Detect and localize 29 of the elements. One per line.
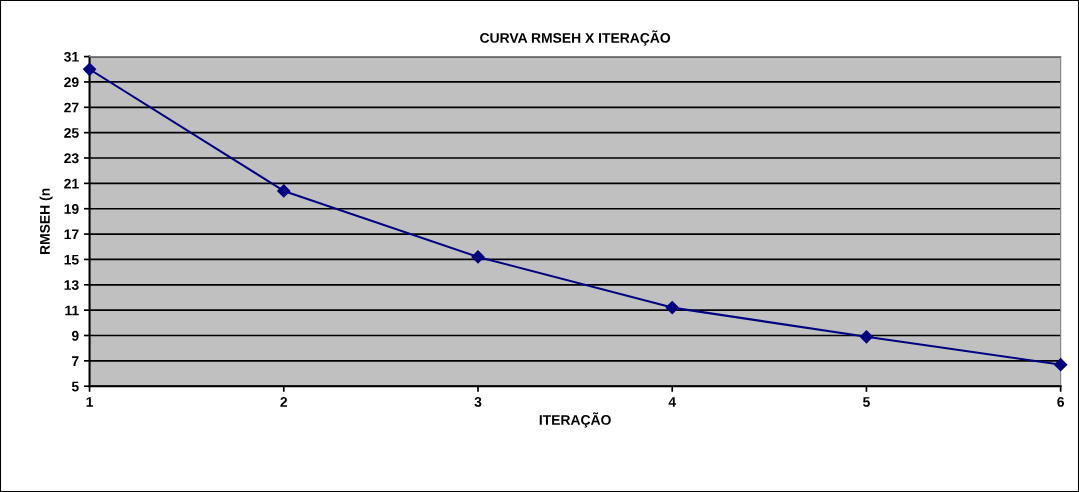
x-tick-label: 3	[474, 397, 482, 407]
y-tick-label: 13	[64, 280, 79, 290]
y-tick-label: 9	[71, 330, 79, 341]
point	[471, 250, 485, 264]
y-tick-label: 31	[64, 51, 79, 62]
point	[859, 330, 874, 344]
x-tick-label: 2	[280, 397, 288, 407]
y-tick-label: 15	[64, 254, 79, 265]
x-tick-label: 1	[86, 397, 94, 407]
x-tick-label: 5	[863, 397, 870, 407]
y-tick-label: 27	[64, 102, 79, 113]
y-tick-label: 11	[65, 305, 79, 316]
y-tick-label: 25	[64, 127, 79, 138]
point	[1054, 358, 1068, 372]
x-tick-label: 4	[668, 397, 676, 407]
y-tick-label: 21	[64, 178, 79, 189]
y-tick-label: 7	[72, 356, 79, 366]
y-axis-title: RMSEH (n	[39, 188, 53, 255]
y-tick-label: 29	[64, 77, 79, 88]
y-tick-label: 5	[71, 381, 79, 392]
point	[665, 301, 679, 315]
y-tick-label: 19	[64, 204, 79, 214]
y-tick-label: 17	[64, 229, 79, 240]
y-tick-label: 23	[64, 153, 79, 164]
point	[82, 62, 97, 76]
chart-title: CURVA RMSEH X ITERAÇÃO	[480, 30, 671, 46]
point	[277, 184, 291, 198]
x-axis-title: ITERAÇÃO	[539, 412, 611, 428]
x-tick-label: 6	[1057, 397, 1065, 407]
